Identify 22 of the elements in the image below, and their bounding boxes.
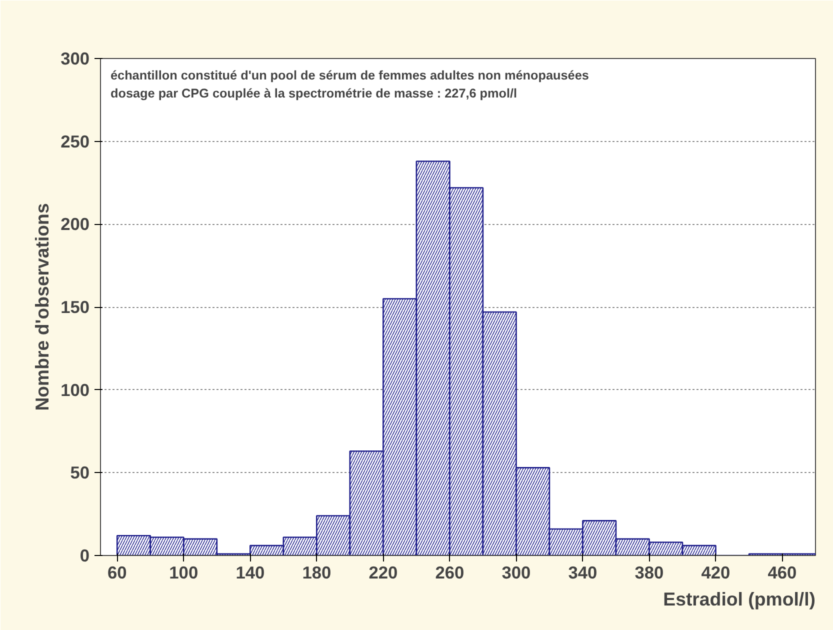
x-tick-label: 140 [236, 562, 265, 582]
x-tick-label: 340 [568, 562, 598, 582]
y-tick-label: 200 [60, 214, 90, 234]
x-axis-title: Estradiol (pmol/l) [663, 588, 816, 610]
y-tick-label: 50 [70, 462, 90, 483]
x-tick-label: 460 [768, 562, 797, 582]
x-tick-label: 180 [302, 562, 332, 582]
x-tick-label: 260 [435, 562, 464, 582]
annotation: échantillon constitué d'un pool de sérum de femmes adultes non ménopausées [110, 68, 589, 82]
x-tick-label: 300 [502, 562, 531, 582]
y-tick-label: 150 [60, 297, 90, 317]
y-axis-title: Nombre d'observations [32, 203, 53, 411]
y-tick-label: 100 [60, 380, 90, 400]
x-tick-label: 220 [368, 562, 398, 582]
y-tick-label: 0 [80, 546, 90, 566]
y-tick-label: 250 [60, 131, 90, 152]
x-tick-label: 420 [701, 562, 730, 582]
annotation: dosage par CPG couplée à la spectrométrie de masse : 227,6 pmol/l [110, 86, 518, 100]
x-tick-label: 380 [634, 562, 664, 582]
x-tick-label: 60 [107, 562, 127, 582]
x-tick-label: 100 [169, 562, 198, 582]
y-tick-label: 300 [60, 48, 90, 68]
